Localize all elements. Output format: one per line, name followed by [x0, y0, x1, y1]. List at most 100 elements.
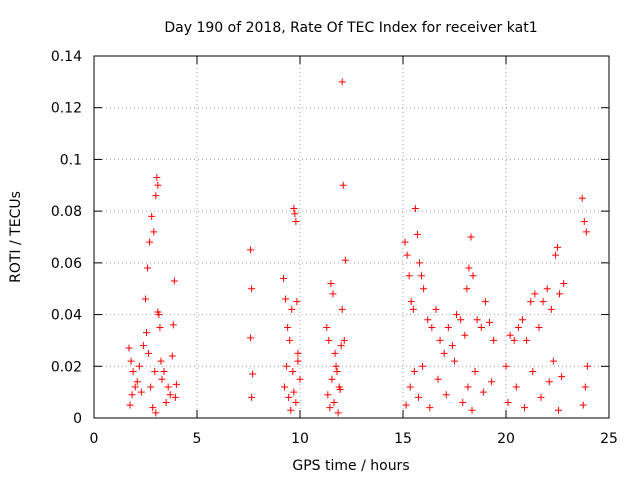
- data-point: [463, 285, 471, 293]
- data-point: [137, 388, 145, 396]
- data-point: [247, 334, 255, 342]
- data-point: [420, 285, 428, 293]
- data-point: [289, 367, 297, 375]
- data-point: [172, 380, 180, 388]
- data-point: [143, 329, 151, 337]
- data-point: [336, 386, 344, 394]
- data-point: [512, 383, 520, 391]
- y-tick-label: 0.1: [60, 152, 82, 168]
- data-point: [324, 391, 332, 399]
- data-point: [465, 264, 473, 272]
- data-point: [547, 305, 555, 313]
- data-point: [531, 290, 539, 298]
- data-point: [440, 349, 448, 357]
- data-point: [142, 295, 149, 303]
- data-point: [285, 393, 293, 401]
- data-point: [128, 391, 136, 399]
- data-point: [403, 251, 411, 259]
- y-tick-label: 0.06: [51, 256, 82, 272]
- data-point: [551, 251, 559, 259]
- data-point: [539, 298, 547, 306]
- data-point: [125, 344, 133, 352]
- data-point: [467, 233, 475, 241]
- data-point: [479, 388, 487, 396]
- data-point: [288, 305, 296, 313]
- data-point: [523, 336, 531, 344]
- plot-frame: [93, 55, 610, 419]
- data-point: [401, 238, 409, 246]
- x-tick-label: 0: [90, 431, 99, 447]
- data-point: [413, 230, 421, 238]
- data-point: [502, 362, 510, 370]
- data-point: [147, 383, 155, 391]
- x-tick-label: 15: [394, 431, 412, 447]
- data-point: [164, 383, 172, 391]
- data-point: [247, 246, 255, 254]
- data-point: [453, 311, 461, 319]
- y-tick-label: 0: [73, 411, 82, 427]
- data-point: [169, 321, 177, 329]
- data-point: [340, 336, 348, 344]
- data-point: [157, 357, 165, 365]
- data-point: [166, 391, 174, 399]
- data-point: [158, 375, 166, 383]
- data-point: [171, 393, 179, 401]
- x-tick-label: 5: [193, 431, 202, 447]
- data-point: [145, 349, 153, 357]
- data-point: [287, 406, 295, 414]
- data-point: [518, 316, 526, 324]
- data-point: [436, 336, 444, 344]
- data-point: [168, 352, 176, 360]
- data-point: [248, 393, 256, 401]
- data-point: [129, 367, 137, 375]
- data-point: [153, 174, 161, 182]
- data-point: [341, 256, 349, 264]
- x-tick-label: 10: [291, 431, 309, 447]
- data-point: [414, 393, 422, 401]
- data-point: [464, 383, 472, 391]
- data-point: [334, 409, 342, 417]
- data-point: [323, 324, 331, 331]
- data-point: [527, 298, 535, 306]
- data-point: [149, 404, 157, 412]
- data-point: [471, 367, 479, 375]
- data-point: [127, 357, 135, 365]
- data-point: [337, 342, 345, 350]
- x-tick-label: 20: [497, 431, 515, 447]
- data-point: [290, 205, 298, 213]
- data-point: [434, 375, 442, 383]
- y-tick-label: 0.02: [51, 359, 82, 375]
- data-point: [148, 212, 156, 220]
- data-point: [582, 228, 590, 236]
- data-points: [125, 78, 591, 417]
- data-point: [133, 378, 141, 386]
- data-point: [555, 406, 563, 414]
- data-point: [333, 367, 341, 375]
- data-point: [326, 404, 334, 412]
- data-point: [578, 194, 586, 202]
- data-point: [432, 305, 440, 313]
- data-point: [426, 404, 434, 412]
- data-point: [419, 362, 427, 370]
- data-point: [407, 298, 415, 306]
- data-point: [406, 383, 414, 391]
- data-point: [249, 370, 257, 378]
- data-point: [290, 388, 298, 396]
- data-point: [328, 375, 336, 383]
- data-point: [329, 290, 337, 298]
- y-tick-label: 0.08: [51, 204, 82, 220]
- data-point: [510, 336, 518, 344]
- data-point: [162, 398, 170, 406]
- data-point: [154, 308, 162, 316]
- data-point: [579, 401, 587, 409]
- data-point: [154, 181, 162, 189]
- data-point: [409, 305, 417, 313]
- data-point: [280, 274, 288, 282]
- data-point: [135, 362, 143, 370]
- data-point: [332, 362, 340, 370]
- x-axis-label: GPS time / hours: [292, 458, 409, 474]
- data-point: [248, 285, 256, 293]
- data-point: [152, 409, 160, 417]
- y-tick-label: 0.12: [51, 101, 82, 117]
